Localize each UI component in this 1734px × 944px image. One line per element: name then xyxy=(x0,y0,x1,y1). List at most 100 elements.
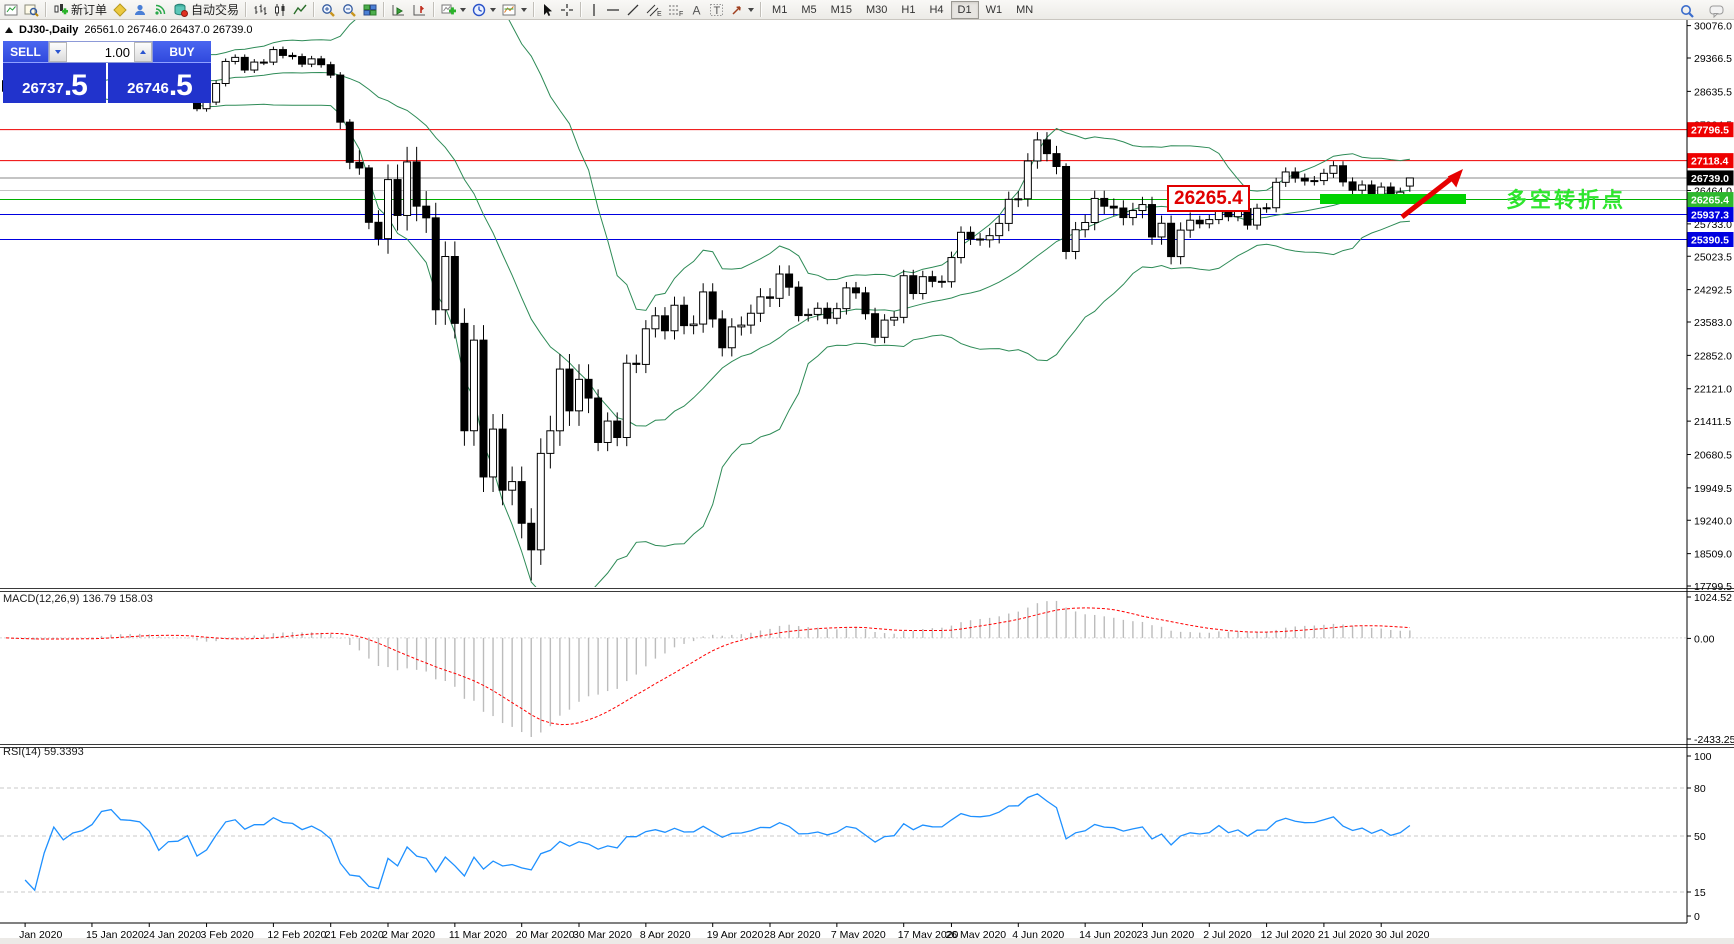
annotation-text[interactable]: 多空转折点 xyxy=(1506,189,1626,212)
candle-body xyxy=(928,276,937,282)
bar-chart-button[interactable] xyxy=(250,1,270,19)
autotrading-label: 自动交易 xyxy=(191,3,240,17)
auto-scroll-button[interactable] xyxy=(388,1,409,19)
profiles-button[interactable] xyxy=(21,1,42,19)
zoom-in-icon xyxy=(322,3,335,17)
price-axis-badge-text: 27118.4 xyxy=(1691,156,1729,168)
search-button[interactable] xyxy=(1677,2,1698,20)
tile-windows-button[interactable] xyxy=(360,1,380,19)
trendline-icon xyxy=(627,4,639,15)
trend-arrow-head[interactable] xyxy=(1447,169,1463,188)
trend-highlight-bar[interactable] xyxy=(1320,194,1466,204)
community-button[interactable] xyxy=(130,1,150,19)
cursor-button[interactable] xyxy=(538,1,557,19)
timeframe-d1[interactable]: D1 xyxy=(950,0,979,19)
chart-title: DJ30-,Daily 26561.0 26746.0 26437.0 2673… xyxy=(5,24,253,36)
price-callout-label[interactable]: 26265.4 xyxy=(1167,185,1250,212)
editor-icon xyxy=(113,2,127,17)
chevron-down-icon xyxy=(748,7,755,12)
candle-body xyxy=(842,287,851,310)
rsi-axis-label: 50 xyxy=(1694,831,1706,843)
buy-button[interactable]: BUY xyxy=(153,41,211,63)
candle-body xyxy=(269,49,278,63)
volume-increase-button[interactable] xyxy=(134,42,152,62)
candle-body xyxy=(890,316,899,321)
chevron-down-icon xyxy=(490,7,497,12)
horizontal-lines[interactable] xyxy=(0,129,1687,240)
autotrading-button[interactable]: 自动交易 xyxy=(170,1,242,19)
sell-price-display[interactable]: 26737.5 xyxy=(3,63,106,103)
timeframe-w1[interactable]: W1 xyxy=(979,1,1010,19)
crosshair-button[interactable] xyxy=(557,1,577,19)
chart-canvas[interactable]: 30076.029366.528635.527904.526464.025733… xyxy=(0,20,1734,944)
new-chart-button[interactable] xyxy=(1,1,21,19)
trendline-button[interactable] xyxy=(623,1,643,19)
price-axis-badge xyxy=(1687,122,1734,138)
timeframe-m1[interactable]: M1 xyxy=(765,1,794,19)
collapse-panel-icon[interactable] xyxy=(5,27,13,33)
equidistant-channel-icon: E xyxy=(646,4,662,17)
candle-body xyxy=(384,179,392,240)
candle-body xyxy=(1329,165,1338,174)
price-axis-badge xyxy=(1687,192,1734,208)
candle-body xyxy=(660,315,669,332)
timeframe-h1[interactable]: H1 xyxy=(894,1,922,19)
candle-body xyxy=(899,275,908,318)
volume-input[interactable] xyxy=(67,42,134,62)
chat-button[interactable] xyxy=(1706,2,1728,20)
candle-body xyxy=(1090,197,1099,223)
chart-shift-button[interactable] xyxy=(409,1,430,19)
rsi-axis-label: 0 xyxy=(1694,911,1700,923)
sell-button[interactable]: SELL xyxy=(3,41,48,63)
candlestick-chart-button[interactable] xyxy=(270,1,290,19)
candle-body xyxy=(699,291,708,325)
toolbar: 新订单 自动交易 xyxy=(0,0,1734,20)
community-icon xyxy=(135,4,146,15)
vertical-line-button[interactable] xyxy=(585,1,603,19)
timeframe-m30[interactable]: M30 xyxy=(859,1,894,19)
candle-body xyxy=(1052,153,1061,167)
timeframe-h4[interactable]: H4 xyxy=(922,1,950,19)
candle-body xyxy=(508,481,517,491)
candle-body xyxy=(202,101,211,110)
arrows-button[interactable] xyxy=(727,1,757,19)
candle-body xyxy=(393,179,402,216)
indicators-button[interactable] xyxy=(438,1,469,19)
profiles-icon xyxy=(24,4,39,17)
text-label-button[interactable]: T xyxy=(706,1,727,19)
candle-body xyxy=(594,397,603,443)
zoom-out-button[interactable] xyxy=(339,1,360,19)
timeframe-m15[interactable]: M15 xyxy=(824,1,859,19)
candle-body xyxy=(851,287,860,294)
toolbar-separator xyxy=(533,2,536,17)
bb-upper-band xyxy=(15,20,1410,311)
periods-button[interactable] xyxy=(469,1,499,19)
templates-button[interactable] xyxy=(499,1,530,19)
timeframe-mn[interactable]: MN xyxy=(1009,1,1040,19)
svg-text:F: F xyxy=(679,11,683,17)
one-click-trade-panel: SELL BUY 26737.5 26746.5 xyxy=(3,41,211,103)
volume-decrease-button[interactable] xyxy=(49,42,67,62)
equidistant-channel-button[interactable]: E xyxy=(643,1,665,19)
editor-button[interactable] xyxy=(110,1,130,19)
candle-body xyxy=(1186,219,1195,231)
horizontal-line-button[interactable] xyxy=(603,1,623,19)
chart-symbol-timeframe: DJ30-,Daily xyxy=(19,24,79,36)
price-tick-label: 20680.5 xyxy=(1694,450,1732,462)
trend-arrow-shaft[interactable] xyxy=(1400,176,1454,219)
new-order-button[interactable]: 新订单 xyxy=(50,1,110,19)
candle-body xyxy=(766,296,774,299)
svg-text:A: A xyxy=(693,3,701,17)
fibonacci-button[interactable]: F xyxy=(665,1,687,19)
candle-body xyxy=(613,420,622,438)
candle-body xyxy=(1014,198,1023,201)
zoom-in-button[interactable] xyxy=(318,1,339,19)
candle-body xyxy=(1033,139,1042,162)
buy-price-display[interactable]: 26746.5 xyxy=(108,63,211,103)
candle-body xyxy=(775,273,784,299)
timeframe-m5[interactable]: M5 xyxy=(794,1,823,19)
text-button[interactable]: A xyxy=(687,1,706,19)
line-chart-button[interactable] xyxy=(290,1,310,19)
signals-button[interactable] xyxy=(150,1,170,19)
candle-body xyxy=(622,362,631,438)
